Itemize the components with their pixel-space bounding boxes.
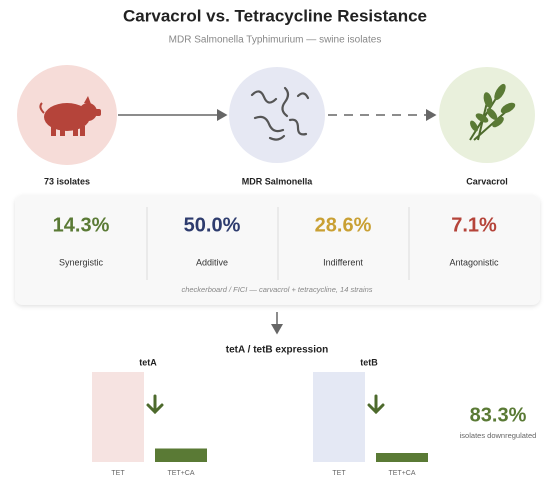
percent-label: Indifferent xyxy=(323,257,363,267)
interaction-items: 14.3% Synergistic 50.0% Additive 28.6% Indiff… xyxy=(53,214,499,267)
bar xyxy=(376,453,428,462)
bar xyxy=(92,372,144,462)
section-title: tetA / tetB expression xyxy=(226,345,328,356)
bar-label: TET+CA xyxy=(388,470,415,477)
node-label: MDR Salmonella xyxy=(242,176,314,186)
percent-label: Antagonistic xyxy=(449,257,499,267)
bacteria-icon xyxy=(250,86,310,141)
bar xyxy=(155,448,207,462)
title: Carvacrol vs. Tetracycline Resistance xyxy=(123,6,427,25)
percent: 28.6% xyxy=(315,214,372,236)
expression-panels: tetA TET TET+CA tetB TET TET+CA xyxy=(92,357,428,477)
percent: 14.3% xyxy=(53,214,110,236)
down-arrow xyxy=(367,394,385,415)
node-label: Carvacrol xyxy=(466,176,508,186)
percent-label: Synergistic xyxy=(59,257,104,267)
summary-label: isolates downregulated xyxy=(460,431,537,440)
bar-label: TET+CA xyxy=(167,470,194,477)
percent-label: Additive xyxy=(196,257,228,267)
summary-value: 83.3% xyxy=(470,404,527,426)
subtitle: MDR Salmonella Typhimurium — swine isola… xyxy=(169,35,382,46)
pig-icon xyxy=(39,96,101,136)
node-circle xyxy=(439,67,535,163)
node-label: 73 isolates xyxy=(44,176,90,186)
gene-title: tetA xyxy=(139,357,157,367)
percent: 50.0% xyxy=(184,214,241,236)
bar-label: TET xyxy=(111,470,125,477)
herb-icon xyxy=(469,83,516,141)
percent: 7.1% xyxy=(451,214,497,236)
node-circle xyxy=(229,67,325,163)
bar xyxy=(313,372,365,462)
down-arrow xyxy=(146,394,164,415)
gene-title: tetB xyxy=(360,357,378,367)
note: checkerboard / FICI — carvacrol + tetrac… xyxy=(181,285,372,294)
bar-label: TET xyxy=(332,470,346,477)
